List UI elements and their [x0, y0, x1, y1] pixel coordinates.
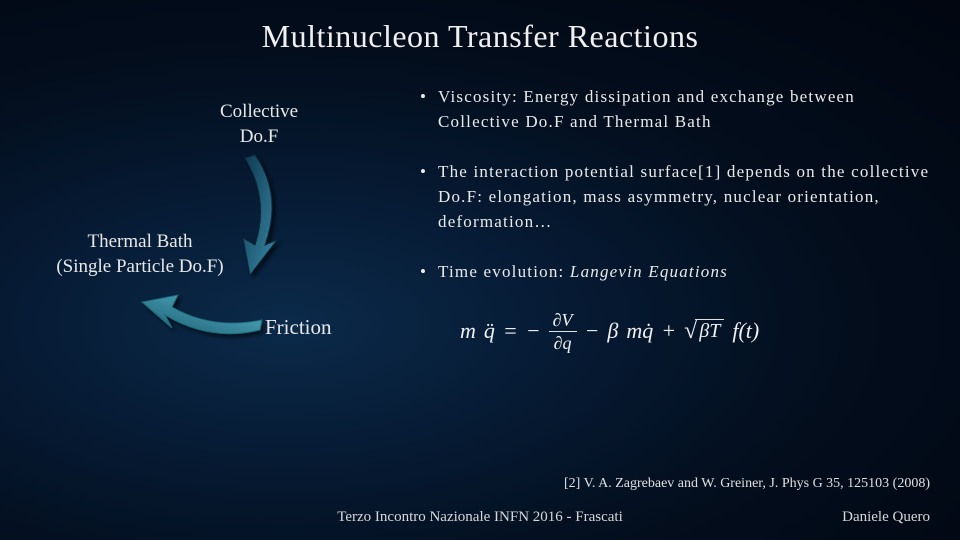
eq-ft: f(t)	[732, 318, 759, 344]
arrow-down-icon	[225, 150, 295, 280]
collective-line1: Collective	[220, 101, 298, 122]
eq-dV: ∂V	[549, 311, 577, 332]
eq-minus1: −	[526, 318, 541, 344]
bullet-potential: The interaction potential surface[1] dep…	[420, 160, 930, 234]
eq-m: m	[460, 318, 476, 344]
thermal-bath-label: Thermal Bath (Single Particle Do.F)	[30, 230, 250, 279]
diagram-column: Collective Do.F Thermal Bath (Single Par…	[30, 85, 410, 385]
footer-author: Daniele Quero	[842, 509, 930, 526]
eq-betaT: βT	[695, 319, 724, 343]
bullet3-em: Langevin Equations	[570, 262, 728, 281]
eq-beta: β	[607, 318, 618, 344]
eq-sqrt: βT	[684, 318, 724, 345]
bullet2-text: The interaction potential surface[1] dep…	[438, 162, 929, 230]
content-area: Collective Do.F Thermal Bath (Single Par…	[0, 55, 960, 385]
bullet-viscosity: Viscosity: Energy dissipation and exchan…	[420, 85, 930, 134]
slide-title: Multinucleon Transfer Reactions	[0, 0, 960, 55]
eq-fraction: ∂V ∂q	[549, 311, 577, 352]
eq-equals: =	[503, 318, 518, 344]
eq-mqdot: mq̇	[626, 318, 653, 344]
reference-citation: [2] V. A. Zagrebaev and W. Greiner, J. P…	[564, 476, 930, 492]
eq-qddot: q̈	[484, 318, 495, 344]
eq-dq: ∂q	[550, 332, 576, 352]
friction-label: Friction	[265, 315, 332, 340]
bullets-column: Viscosity: Energy dissipation and exchan…	[410, 85, 930, 385]
arrow-up-icon	[140, 280, 270, 350]
bullet3-pre: Time evolution:	[438, 262, 570, 281]
thermal-line2: (Single Particle Do.F)	[56, 256, 223, 277]
eq-minus2: −	[585, 318, 600, 344]
thermal-line1: Thermal Bath	[88, 231, 193, 252]
collective-line2: Do.F	[240, 126, 279, 147]
bullet1-keyword: Viscosity	[438, 87, 512, 106]
eq-plus: +	[661, 318, 676, 344]
footer-conference: Terzo Incontro Nazionale INFN 2016 - Fra…	[0, 509, 960, 526]
langevin-equation: m q̈ = − ∂V ∂q − β mq̇ + βT f(t)	[460, 311, 930, 352]
bullet-langevin: Time evolution: Langevin Equations	[420, 260, 930, 285]
collective-dof-label: Collective Do.F	[220, 100, 298, 149]
